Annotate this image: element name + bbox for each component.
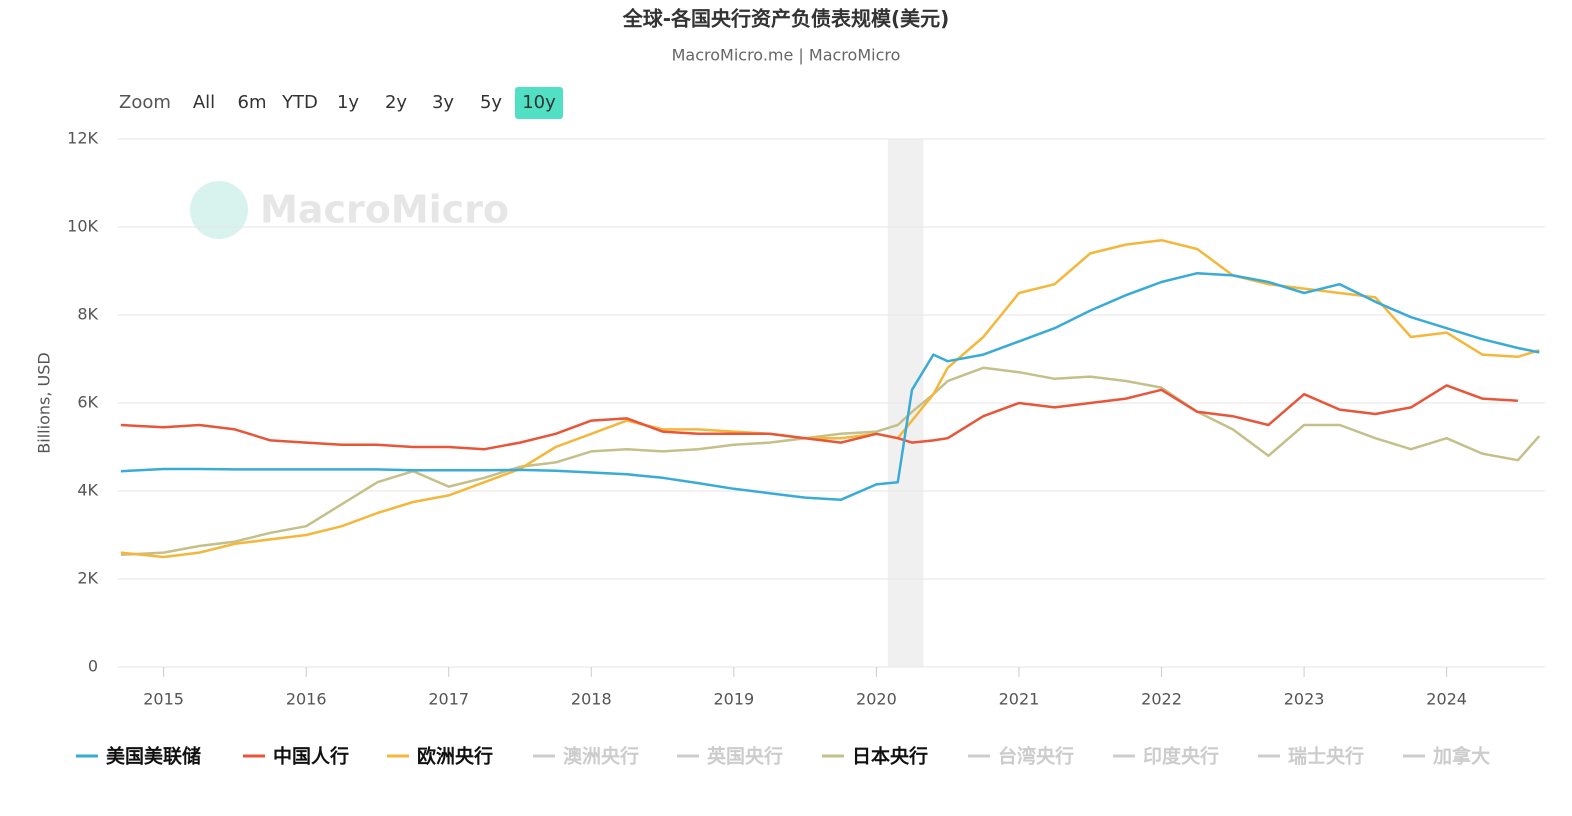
x-tick-label: 2019	[713, 690, 754, 709]
legend-label[interactable]: 中国人行	[273, 745, 349, 768]
zoom-button[interactable]: 2y	[385, 92, 407, 113]
zoom-label: Zoom	[119, 92, 171, 113]
legend-label[interactable]: 日本央行	[852, 745, 928, 768]
chart-title: 全球-各国央行资产负债表规模(美元)	[622, 7, 950, 31]
series-line	[120, 384, 1518, 451]
x-tick-label: 2018	[571, 690, 612, 709]
y-tick-label: 12K	[67, 129, 98, 148]
y-tick-label: 4K	[77, 481, 98, 500]
x-tick-label: 2024	[1426, 690, 1467, 709]
legend-label[interactable]: 印度央行	[1143, 745, 1219, 768]
legend-label[interactable]: 加拿大	[1432, 745, 1490, 768]
zoom-button[interactable]: 1y	[337, 92, 359, 113]
y-tick-label: 2K	[77, 569, 98, 588]
zoom-button-active[interactable]	[515, 87, 563, 119]
zoom-button[interactable]: 5y	[480, 92, 502, 113]
x-tick-label: 2020	[856, 690, 897, 709]
legend-label[interactable]: 英国央行	[707, 745, 783, 768]
zoom-button[interactable]: 3y	[432, 92, 454, 113]
y-tick-label: 10K	[67, 217, 98, 236]
y-tick-label: 8K	[77, 305, 98, 324]
zoom-button[interactable]: 10y	[522, 92, 556, 113]
x-tick-label: 2022	[1141, 690, 1182, 709]
series-line	[120, 366, 1541, 557]
y-tick-label: 6K	[77, 393, 98, 412]
x-tick-label: 2016	[286, 690, 327, 709]
zoom-button[interactable]: YTD	[281, 92, 318, 113]
zoom-button[interactable]: All	[193, 92, 215, 113]
watermark: MacroMicro	[260, 188, 509, 232]
x-tick-label: 2021	[999, 690, 1040, 709]
chart-subtitle: MacroMicro.me | MacroMicro	[672, 46, 901, 65]
zoom-button[interactable]: 6m	[238, 92, 267, 113]
legend-label[interactable]: 澳洲央行	[563, 745, 639, 768]
watermark-logo	[190, 181, 248, 239]
series-line	[120, 271, 1540, 502]
legend-label[interactable]: 美国美联储	[106, 745, 201, 768]
legend-label[interactable]: 瑞士央行	[1288, 745, 1364, 768]
legend-label[interactable]: 欧洲央行	[417, 745, 493, 768]
legend-label[interactable]: 台湾央行	[998, 745, 1074, 768]
x-tick-label: 2023	[1284, 690, 1325, 709]
y-tick-label: 0	[88, 657, 98, 676]
x-tick-label: 2015	[143, 690, 184, 709]
y-axis-label: Billions, USD	[35, 352, 54, 453]
x-tick-label: 2017	[428, 690, 469, 709]
